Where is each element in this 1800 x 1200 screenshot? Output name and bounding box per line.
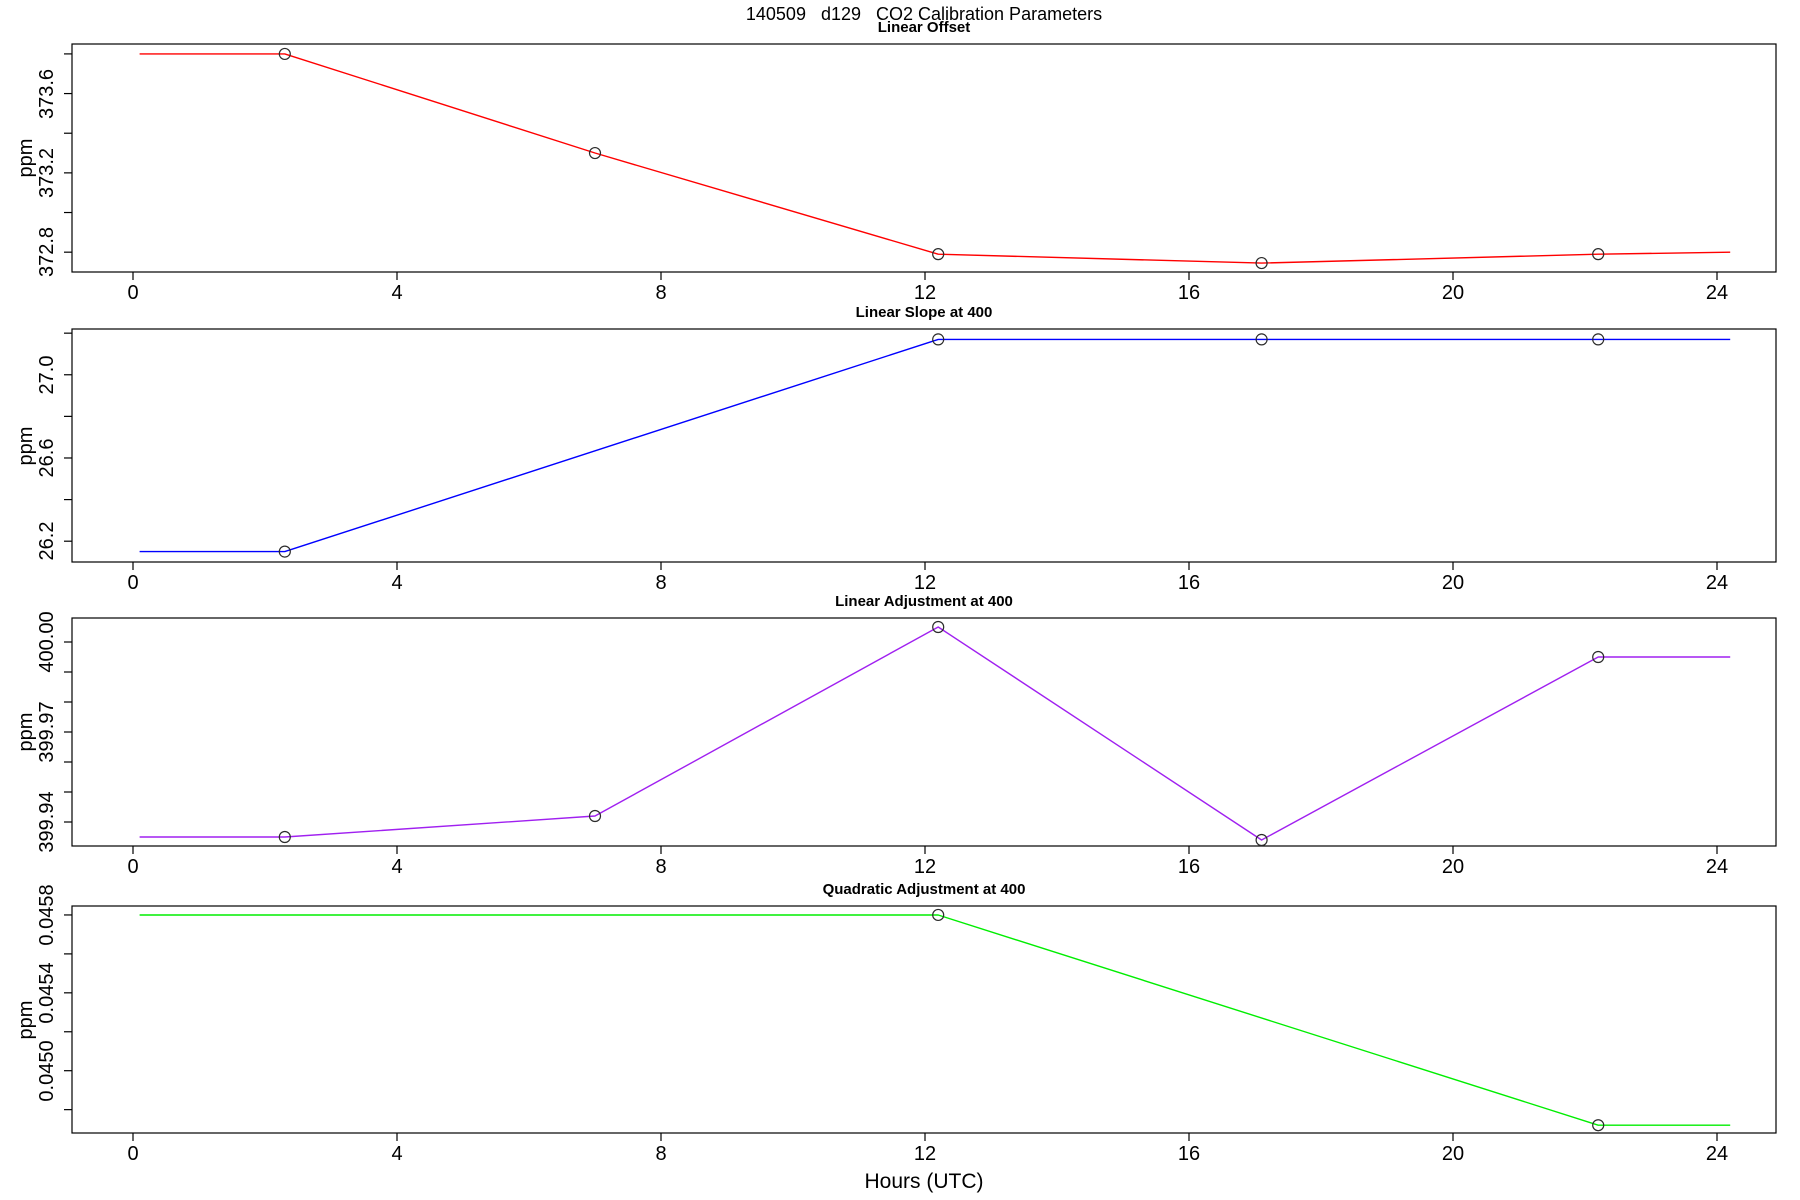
y-axis-label-panel4: ppm [15, 1000, 37, 1040]
x-tick-label: 16 [1177, 1143, 1201, 1165]
data-point-marker [932, 248, 945, 261]
panel-4 [64, 905, 1777, 1141]
x-tick-label: 0 [127, 572, 139, 594]
x-tick-label: 20 [1441, 856, 1465, 878]
panel-title-linear-adjustment: Linear Adjustment at 400 [835, 593, 1013, 610]
plot-box [71, 905, 1777, 1134]
data-line [139, 338, 1731, 553]
x-tick-label: 24 [1705, 856, 1729, 878]
x-tick-label: 0 [127, 282, 139, 304]
data-point-marker [278, 545, 291, 558]
panel-title-linear-offset: Linear Offset [877, 19, 971, 36]
y-axis-label-panel3: ppm [15, 712, 37, 752]
data-point-marker [1255, 833, 1268, 847]
y-tick-label: 399.94 [36, 791, 58, 853]
y-tick-label: 26.2 [36, 521, 58, 561]
x-tick-label: 8 [655, 1143, 667, 1165]
data-point-marker [1592, 333, 1605, 346]
data-line [139, 626, 1731, 841]
x-tick-label: 8 [655, 572, 667, 594]
x-tick-label: 4 [391, 282, 403, 304]
data-point-marker [588, 146, 602, 160]
x-tick-label: 20 [1441, 572, 1465, 594]
data-point-marker [932, 333, 945, 346]
x-tick-label: 4 [391, 572, 403, 594]
data-point-marker [932, 620, 945, 634]
data-point-marker [1592, 248, 1605, 261]
data-point-marker [932, 908, 945, 922]
x-tick-label: 8 [655, 856, 667, 878]
plot-box [71, 328, 1777, 563]
data-point-marker [1255, 256, 1268, 270]
data-point-marker [1592, 650, 1605, 664]
panel-title-quadratic-adjustment: Quadratic Adjustment at 400 [822, 881, 1026, 898]
x-tick-label: 20 [1441, 282, 1465, 304]
plot-box [71, 617, 1777, 847]
y-tick-label: 27.0 [36, 355, 58, 395]
y-tick-label: 400.00 [36, 611, 58, 673]
x-tick-label: 12 [913, 856, 937, 878]
panel-1 [64, 43, 1777, 280]
data-point-marker [278, 830, 291, 844]
x-tick-label: 12 [913, 1143, 937, 1165]
x-tick-label: 4 [391, 856, 403, 878]
data-line [139, 914, 1731, 1126]
y-tick-label: 373.6 [36, 68, 58, 119]
y-tick-label: 372.8 [36, 227, 58, 278]
x-axis-label: Hours (UTC) [864, 1170, 984, 1193]
x-tick-label: 12 [913, 572, 937, 594]
y-tick-label: 26.6 [36, 438, 58, 478]
plot-box [71, 43, 1777, 273]
main-title: 140509 d129 CO2 Calibration Parameters [745, 4, 1103, 24]
y-axis-label-panel2: ppm [15, 426, 37, 466]
data-line [139, 53, 1731, 264]
data-point-marker [278, 47, 291, 61]
x-tick-label: 4 [391, 1143, 403, 1165]
x-tick-label: 20 [1441, 1143, 1465, 1165]
data-point-marker [1255, 333, 1268, 346]
data-point-marker [1592, 1119, 1605, 1132]
y-axis-label-panel1: ppm [15, 138, 37, 178]
y-tick-label: 0.0454 [36, 962, 58, 1024]
x-tick-label: 0 [127, 1143, 139, 1165]
y-tick-label: 0.0458 [36, 884, 58, 946]
x-tick-label: 0 [127, 856, 139, 878]
y-tick-label: 399.97 [36, 701, 58, 763]
panel-title-linear-slope: Linear Slope at 400 [855, 304, 993, 321]
x-tick-label: 24 [1705, 282, 1729, 304]
panel-2 [64, 328, 1777, 570]
x-tick-label: 24 [1705, 1143, 1729, 1165]
x-tick-label: 12 [913, 282, 937, 304]
panel-3 [64, 617, 1777, 854]
x-tick-label: 8 [655, 282, 667, 304]
y-tick-label: 0.0450 [36, 1040, 58, 1102]
data-point-marker [588, 809, 602, 823]
x-tick-label: 16 [1177, 572, 1201, 594]
x-tick-label: 16 [1177, 282, 1201, 304]
y-tick-label: 373.2 [36, 147, 58, 198]
x-tick-label: 24 [1705, 572, 1729, 594]
x-tick-label: 16 [1177, 856, 1201, 878]
